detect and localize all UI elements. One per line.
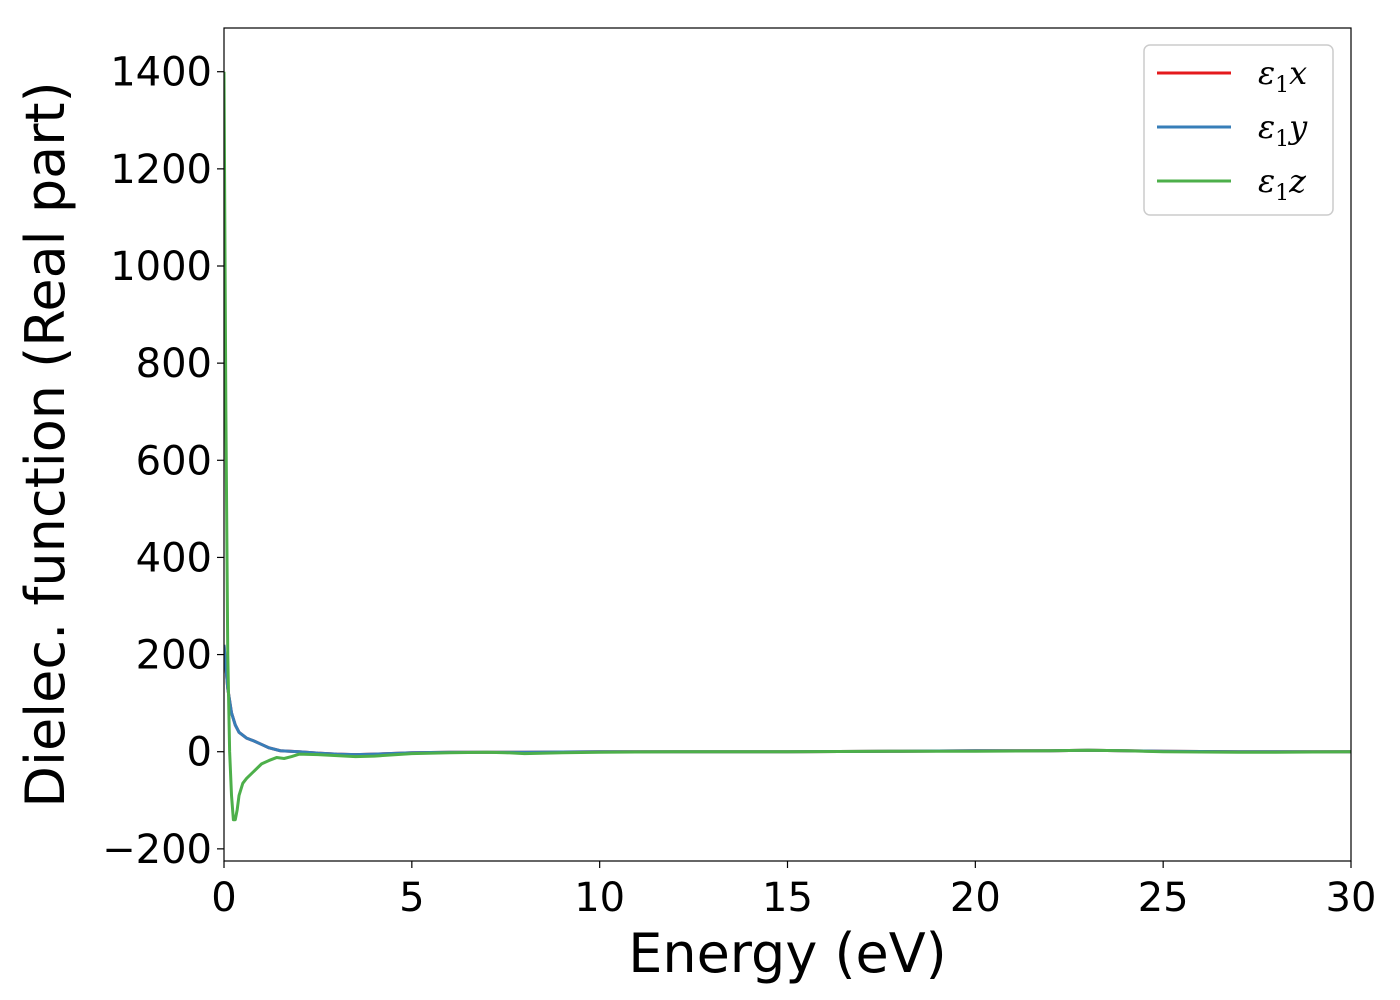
y-tick-label: 400 bbox=[136, 535, 212, 581]
x-tick-label: 25 bbox=[1138, 875, 1189, 921]
y-tick-label: 1400 bbox=[110, 50, 212, 96]
y-tick-label: 0 bbox=[187, 730, 212, 776]
series-line-x bbox=[224, 644, 1351, 757]
legend-entry: ε1z bbox=[1258, 162, 1307, 206]
series-line-y bbox=[224, 644, 1351, 757]
x-tick-label: 30 bbox=[1326, 875, 1377, 921]
y-tick-label: 1000 bbox=[110, 244, 212, 290]
y-tick-label: −200 bbox=[102, 827, 212, 873]
legend-entry: ε1y bbox=[1258, 108, 1308, 152]
y-tick-label: 800 bbox=[136, 341, 212, 387]
x-tick-label: 15 bbox=[762, 875, 813, 921]
series-lines bbox=[224, 71, 1351, 822]
axis-ticks: 0 5 10 15 20 25 30−200020040060080010001200140… bbox=[102, 50, 1376, 921]
series-line-z bbox=[224, 71, 1351, 822]
x-tick-label: 0 bbox=[211, 875, 236, 921]
y-tick-label: 1200 bbox=[110, 147, 212, 193]
x-tick-label: 20 bbox=[950, 875, 1001, 921]
x-tick-label: 10 bbox=[574, 875, 625, 921]
legend: ε1x ε1y ε1z bbox=[1143, 44, 1334, 216]
legend-box bbox=[1143, 44, 1334, 216]
y-tick-label: 200 bbox=[136, 633, 212, 679]
x-tick-label: 5 bbox=[399, 875, 424, 921]
x-axis-label: Energy (eV) bbox=[628, 922, 947, 985]
y-tick-label: 600 bbox=[136, 438, 212, 484]
legend-entry: ε1x bbox=[1258, 54, 1307, 98]
y-axis-label: Dielec. function (Real part) bbox=[14, 81, 77, 807]
